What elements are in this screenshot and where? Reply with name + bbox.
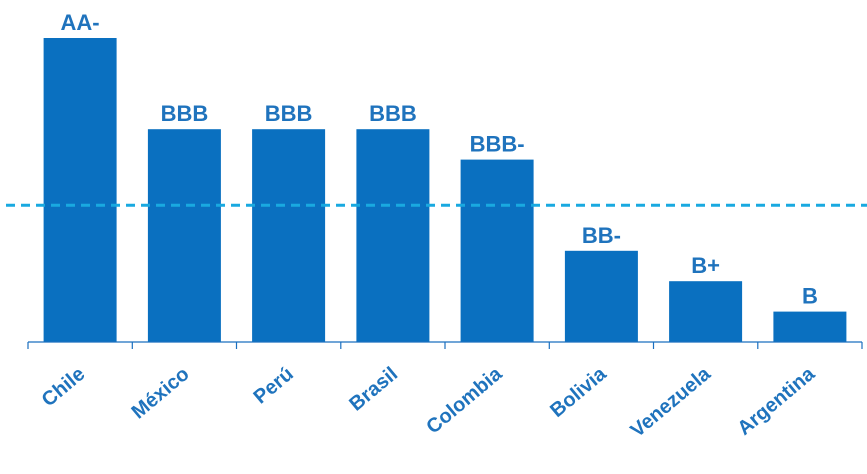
category-label: Brasil xyxy=(345,363,402,416)
category-label: México xyxy=(128,363,194,423)
x-axis xyxy=(27,341,863,349)
category-label: Colombia xyxy=(422,362,507,438)
category-labels: Chile México Perú Brasil Colombia Bolivia Vene… xyxy=(38,362,820,442)
rating-label: B+ xyxy=(691,253,720,278)
category-label: Chile xyxy=(38,363,90,411)
bar-perú xyxy=(252,129,326,342)
rating-label: B xyxy=(802,284,818,309)
bar-argentina xyxy=(773,311,847,342)
rating-label: BBB- xyxy=(470,132,525,157)
category-label: Bolivia xyxy=(546,362,611,422)
rating-label: BBB xyxy=(369,101,417,126)
rating-label: BBB xyxy=(265,101,313,126)
bar-venezuela xyxy=(669,281,743,342)
bar-value-labels: AA- BBB BBB BBB BBB- BB- B+ B xyxy=(61,10,818,309)
category-label: Venezuela xyxy=(627,362,716,442)
category-label: Argentina xyxy=(733,362,819,439)
bar-colombia xyxy=(460,159,534,342)
bars-layer xyxy=(43,38,847,342)
rating-label: BBB xyxy=(161,101,209,126)
bar-méxico xyxy=(147,129,221,342)
category-label: Perú xyxy=(250,363,298,408)
bar-chile xyxy=(43,38,117,342)
bar-bolivia xyxy=(564,250,638,342)
rating-label: BB- xyxy=(582,223,621,248)
bar-brasil xyxy=(356,129,430,342)
rating-label: AA- xyxy=(61,10,100,35)
